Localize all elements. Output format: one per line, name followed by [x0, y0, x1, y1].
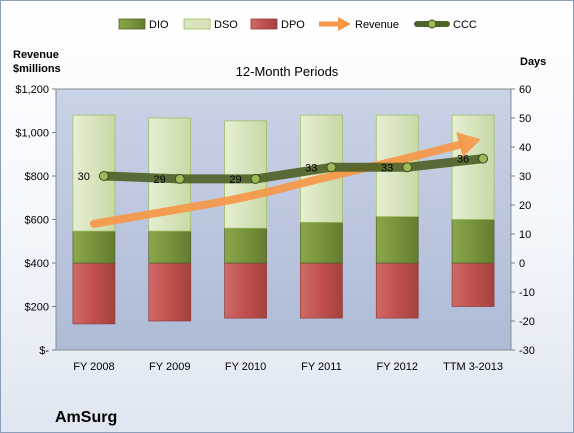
- ccc-data-label: 36: [457, 154, 469, 166]
- company-name: AmSurg: [55, 409, 117, 426]
- left-tick-label: $200: [25, 302, 49, 314]
- dpo-bar: [148, 262, 192, 322]
- right-tick-label: 40: [519, 142, 531, 154]
- legend-swatch-dpo: [250, 18, 278, 30]
- dio-bar: [224, 227, 267, 264]
- left-tick-label: $400: [25, 258, 49, 270]
- category-label: FY 2009: [149, 361, 190, 373]
- ccc-data-label: 33: [381, 162, 393, 174]
- ccc-point: [98, 171, 109, 181]
- right-tick-label: -10: [519, 287, 535, 299]
- ccc-data-label: 29: [229, 174, 241, 186]
- left-tick-label: $800: [25, 171, 49, 183]
- legend-label-revenue: Revenue: [355, 19, 399, 31]
- ccc-data-label: 30: [78, 171, 90, 183]
- right-axis-label: Days: [520, 56, 546, 68]
- ccc-data-label: 29: [154, 174, 166, 186]
- legend-swatch-dso: [183, 18, 211, 30]
- ccc-point: [174, 173, 185, 184]
- right-tick-label: -20: [519, 316, 535, 328]
- legend-label-dpo: DPO: [281, 19, 305, 31]
- ccc-series: 30 29 29 33 33 36: [78, 153, 489, 186]
- ccc-point: [402, 162, 413, 173]
- category-axis: FY 2008 FY 2009 FY 2010 FY 2011 FY 2012 TTM 3…: [73, 361, 503, 373]
- left-axis-label-line1: Revenue: [13, 49, 59, 61]
- dpo-bar: [300, 262, 343, 319]
- category-label: FY 2010: [225, 361, 266, 373]
- left-tick-label: $-: [39, 345, 49, 357]
- dio-bar: [375, 216, 419, 264]
- dpo-bar: [375, 262, 419, 319]
- ccc-data-label: 33: [305, 162, 317, 174]
- legend-arrowhead-revenue: [338, 17, 351, 31]
- dio-bar: [72, 230, 116, 264]
- legend-label-ccc: CCC: [453, 19, 477, 31]
- left-tick-label: $1,200: [15, 84, 49, 96]
- category-label: FY 2008: [73, 361, 114, 373]
- dio-bar: [148, 230, 192, 264]
- right-tick-label: 20: [519, 200, 531, 212]
- left-tick-label: $600: [25, 215, 49, 227]
- chart-title: 12-Month Periods: [236, 64, 339, 79]
- category-label: FY 2012: [377, 361, 418, 373]
- right-tick-label: 0: [519, 258, 525, 270]
- legend-label-dio: DIO: [149, 19, 169, 31]
- revenue-arrowhead: [456, 132, 481, 158]
- ccc-line: [99, 154, 488, 184]
- dpo-bar: [72, 262, 116, 325]
- ccc-point: [478, 153, 489, 164]
- ccc-point: [250, 173, 261, 184]
- legend-marker-ccc: [427, 19, 437, 29]
- dio-bar: [451, 219, 495, 264]
- dio-bar: [300, 222, 343, 264]
- left-tick-label: $1,000: [15, 128, 49, 140]
- right-tick-label: -30: [519, 345, 535, 357]
- legend: DIO DSO DPO Revenue CCC: [118, 17, 477, 31]
- dso-bar: [451, 114, 495, 220]
- legend-label-dso: DSO: [214, 19, 238, 31]
- dpo-bar: [451, 262, 495, 307]
- right-tick-label: 50: [519, 113, 531, 125]
- left-axis: $- $200 $400 $600 $800 $1,000 $1,200: [15, 84, 56, 357]
- category-label: FY 2011: [301, 361, 342, 373]
- dpo-bar: [224, 262, 267, 319]
- category-label: TTM 3-2013: [443, 361, 503, 373]
- right-tick-label: 10: [519, 229, 531, 241]
- right-tick-label: 60: [519, 84, 531, 96]
- right-axis: -30 -20 -10 0 10 20 30 40 50 60: [511, 84, 535, 357]
- left-axis-label-line2: $millions: [13, 63, 61, 75]
- right-tick-label: 30: [519, 171, 531, 183]
- ccc-point: [326, 162, 337, 173]
- legend-swatch-dio: [118, 18, 146, 30]
